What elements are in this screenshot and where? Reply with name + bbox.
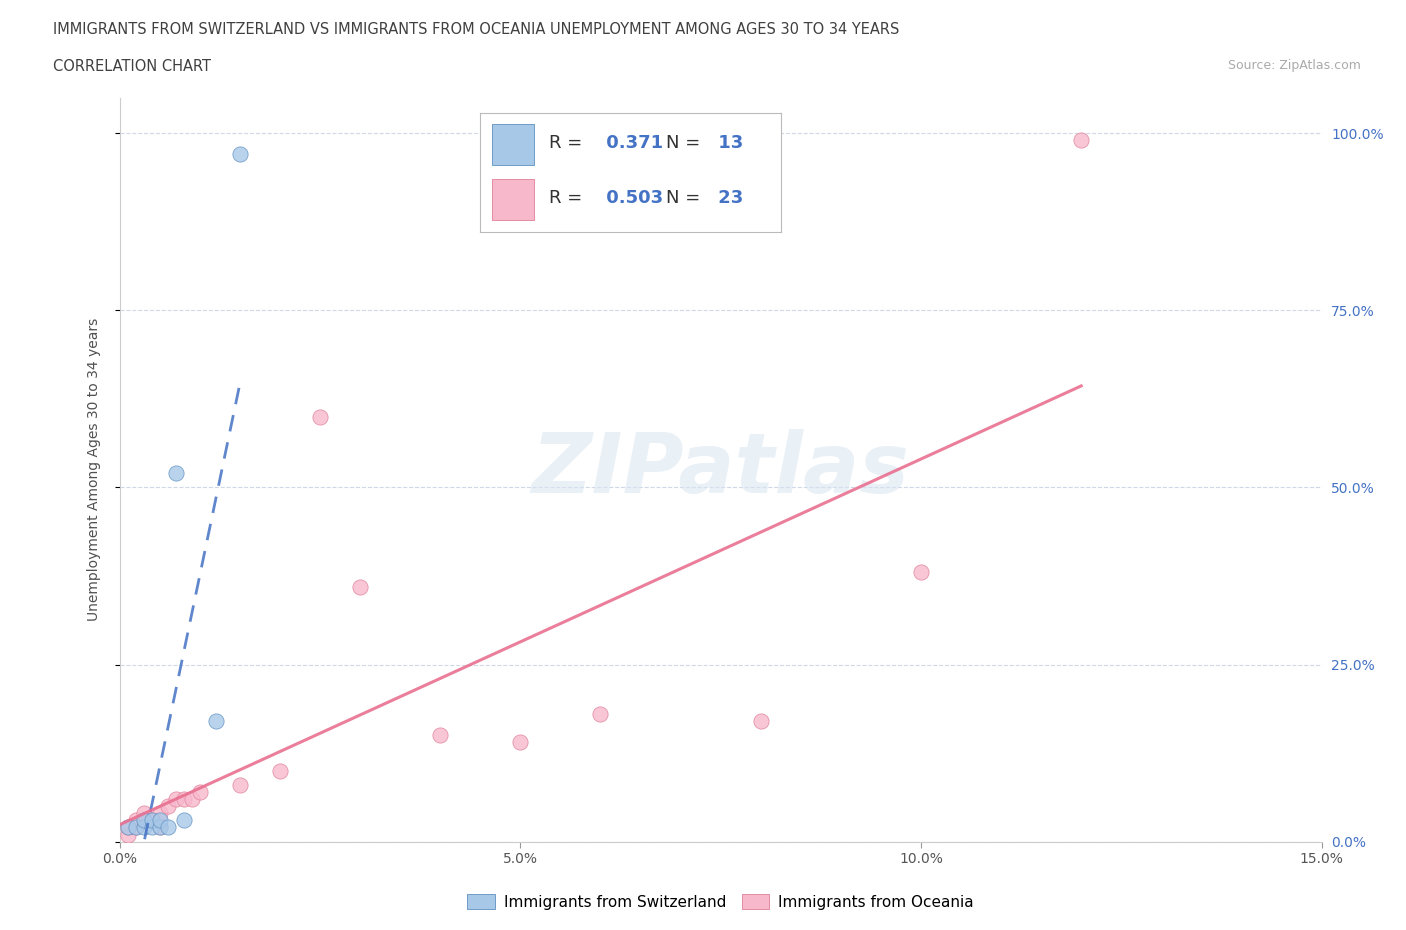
Point (749, 713, 772, 728)
Point (124, 813, 146, 828)
Point (117, 820, 139, 835)
Point (509, 735, 531, 750)
Point (429, 728, 451, 743)
Point (309, 409, 332, 424)
Point (149, 813, 172, 828)
Point (141, 820, 163, 835)
Point (141, 813, 163, 828)
Point (149, 806, 172, 821)
Point (156, 820, 179, 835)
Point (228, 147, 252, 162)
Text: ZIPatlas: ZIPatlas (531, 429, 910, 511)
Text: IMMIGRANTS FROM SWITZERLAND VS IMMIGRANTS FROM OCEANIA UNEMPLOYMENT AMONG AGES 3: IMMIGRANTS FROM SWITZERLAND VS IMMIGRANT… (53, 22, 900, 37)
Point (165, 466, 187, 481)
Point (173, 813, 195, 828)
Point (156, 799, 179, 814)
Point (228, 777, 252, 792)
Point (188, 785, 211, 800)
Point (173, 791, 195, 806)
Point (149, 820, 172, 835)
Point (269, 764, 291, 778)
Point (117, 820, 139, 835)
Point (349, 579, 371, 594)
Point (141, 813, 163, 828)
Point (180, 791, 202, 806)
Point (117, 827, 139, 842)
Point (124, 820, 146, 835)
Point (204, 713, 226, 728)
Point (1070, 133, 1092, 148)
Text: CORRELATION CHART: CORRELATION CHART (53, 59, 211, 73)
Point (910, 565, 932, 579)
Point (165, 791, 187, 806)
Legend: Immigrants from Switzerland, Immigrants from Oceania: Immigrants from Switzerland, Immigrants … (461, 887, 980, 916)
Point (132, 813, 155, 828)
Y-axis label: Unemployment Among Ages 30 to 34 years: Unemployment Among Ages 30 to 34 years (87, 318, 101, 621)
Text: Source: ZipAtlas.com: Source: ZipAtlas.com (1227, 59, 1361, 72)
Point (124, 820, 146, 835)
Point (132, 806, 155, 821)
Point (132, 820, 155, 835)
Point (589, 707, 612, 722)
Point (149, 820, 172, 835)
